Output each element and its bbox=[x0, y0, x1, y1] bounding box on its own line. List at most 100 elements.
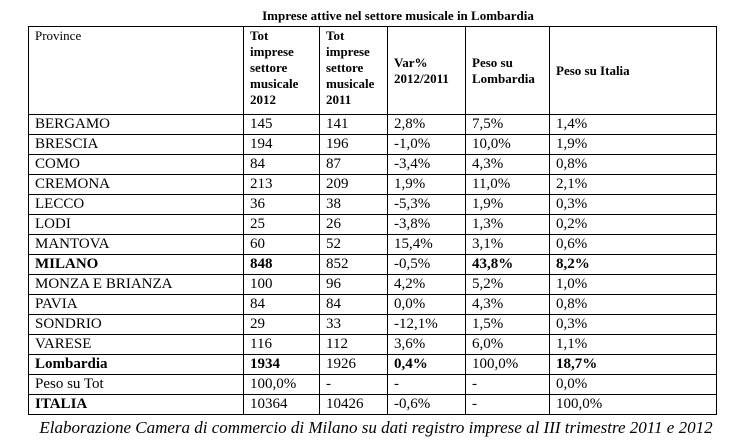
table-cell: - bbox=[387, 374, 466, 395]
table-cell: 209 bbox=[319, 174, 388, 195]
table-cell: 10,0% bbox=[465, 134, 550, 155]
table-cell: 36 bbox=[243, 194, 320, 215]
table-cell: 4,3% bbox=[465, 294, 550, 315]
table-cell: BERGAMO bbox=[28, 114, 244, 135]
table-row: ITALIA 10364 10426 -0,6% -100,0% bbox=[28, 394, 717, 415]
data-table: Province Tot imprese settore musicale 201… bbox=[28, 26, 717, 415]
table-cell: SONDRIO bbox=[28, 314, 244, 335]
table-cell: 1926 bbox=[319, 354, 388, 375]
table-cell: 43,8% bbox=[465, 254, 550, 275]
table-cell: 0,0% bbox=[549, 374, 717, 395]
table-cell: 84 bbox=[243, 294, 320, 315]
table-cell: - bbox=[465, 374, 550, 395]
table-cell: -3,4% bbox=[387, 154, 466, 175]
table-row: MILANO 848 852 -0,5% 43,8% 8,2% bbox=[28, 254, 717, 275]
table-cell: ITALIA bbox=[28, 394, 244, 415]
table-cell: 194 bbox=[243, 134, 320, 155]
table-row: BRESCIA 194 196 -1,0% 10,0% 1,9% bbox=[28, 134, 717, 155]
table-row: Peso su Tot 100,0% - - -0,0% bbox=[28, 374, 717, 395]
table-cell: 145 bbox=[243, 114, 320, 135]
table-cell: 100,0% bbox=[243, 374, 320, 395]
table-cell: 4,2% bbox=[387, 274, 466, 295]
table-cell: 2,1% bbox=[549, 174, 717, 195]
header-cell: Tot imprese settore musicale 2012 bbox=[243, 26, 320, 115]
table-cell: -12,1% bbox=[387, 314, 466, 335]
table-cell: - bbox=[465, 394, 550, 415]
table-cell: VARESE bbox=[28, 334, 244, 355]
table-cell: 100,0% bbox=[465, 354, 550, 375]
header-cell: Province bbox=[28, 26, 244, 115]
table-cell: 2,8% bbox=[387, 114, 466, 135]
table-cell: MILANO bbox=[28, 254, 244, 275]
table-cell: 1,9% bbox=[549, 134, 717, 155]
caption: Elaborazione Camera di commercio di Mila… bbox=[39, 418, 713, 437]
table-cell: 25 bbox=[243, 214, 320, 235]
table-cell: 0,4% bbox=[387, 354, 466, 375]
table-row: CREMONA 213 209 1,9% 11,0% 2,1% bbox=[28, 174, 717, 195]
table-cell: COMO bbox=[28, 154, 244, 175]
table-cell: Lombardia bbox=[28, 354, 244, 375]
table-row: Lombardia 1934 1926 0,4% 100,0% 18,7% bbox=[28, 354, 717, 375]
table-row: LECCO 36 38 -5,3% 1,9% 0,3% bbox=[28, 194, 717, 215]
table-cell: MANTOVA bbox=[28, 234, 244, 255]
table-cell: 1934 bbox=[243, 354, 320, 375]
table-cell: -0,6% bbox=[387, 394, 466, 415]
table-cell: 0,2% bbox=[549, 214, 717, 235]
table-cell: 4,3% bbox=[465, 154, 550, 175]
table-cell: 10364 bbox=[243, 394, 320, 415]
table-cell: PAVIA bbox=[28, 294, 244, 315]
table-row: SONDRIO 29 33 -12,1% 1,5% 0,3% bbox=[28, 314, 717, 335]
table-row: PAVIA 84 84 0,0% 4,3% 0,8% bbox=[28, 294, 717, 315]
table-row: MANTOVA 60 52 15,4% 3,1% 0,6% bbox=[28, 234, 717, 255]
table-cell: Peso su Tot bbox=[28, 374, 244, 395]
table-cell: LODI bbox=[28, 214, 244, 235]
table-cell: 10426 bbox=[319, 394, 388, 415]
table-cell: 6,0% bbox=[465, 334, 550, 355]
table-cell: 1,0% bbox=[549, 274, 717, 295]
table-cell: 0,3% bbox=[549, 194, 717, 215]
table-cell: LECCO bbox=[28, 194, 244, 215]
table-cell: 213 bbox=[243, 174, 320, 195]
table-row: COMO 84 87 -3,4% 4,3% 0,8% bbox=[28, 154, 717, 175]
table-cell: MONZA E BRIANZA bbox=[28, 274, 244, 295]
table-cell: -1,0% bbox=[387, 134, 466, 155]
table-cell: 5,2% bbox=[465, 274, 550, 295]
table-cell: 26 bbox=[319, 214, 388, 235]
table-cell: CREMONA bbox=[28, 174, 244, 195]
header-cell: Tot imprese settore musicale 2011 bbox=[319, 26, 388, 115]
table-cell: 3,1% bbox=[465, 234, 550, 255]
table-cell: 1,9% bbox=[465, 194, 550, 215]
table-cell: 848 bbox=[243, 254, 320, 275]
table-cell: -0,5% bbox=[387, 254, 466, 275]
table-cell: 100 bbox=[243, 274, 320, 295]
table-cell: 18,7% bbox=[549, 354, 717, 375]
table-cell: 7,5% bbox=[465, 114, 550, 135]
table-cell: 112 bbox=[319, 334, 388, 355]
table-cell: 60 bbox=[243, 234, 320, 255]
table-cell: 1,3% bbox=[465, 214, 550, 235]
table-cell: 38 bbox=[319, 194, 388, 215]
table-cell: 1,5% bbox=[465, 314, 550, 335]
table-row: VARESE 116 112 3,6% 6,0% 1,1% bbox=[28, 334, 717, 355]
table-cell: 852 bbox=[319, 254, 388, 275]
table-row: BERGAMO 145 141 2,8% 7,5% 1,4% bbox=[28, 114, 717, 135]
table-cell: BRESCIA bbox=[28, 134, 244, 155]
table-cell: 52 bbox=[319, 234, 388, 255]
table-cell: -5,3% bbox=[387, 194, 466, 215]
table-cell: 196 bbox=[319, 134, 388, 155]
table-cell: 1,9% bbox=[387, 174, 466, 195]
header-row: Province Tot imprese settore musicale 201… bbox=[28, 26, 717, 115]
table-title: Imprese attive nel settore musicale in L… bbox=[262, 8, 534, 23]
table-row: MONZA E BRIANZA 100 96 4,2% 5,2% 1,0% bbox=[28, 274, 717, 295]
header-cell: Peso su Italia bbox=[549, 26, 717, 115]
table-row: LODI 25 26 -3,8% 1,3% 0,2% bbox=[28, 214, 717, 235]
table-cell: 96 bbox=[319, 274, 388, 295]
table-cell: 0,8% bbox=[549, 154, 717, 175]
table-cell: 11,0% bbox=[465, 174, 550, 195]
table-cell: 1,1% bbox=[549, 334, 717, 355]
table-cell: 87 bbox=[319, 154, 388, 175]
table-cell: 0,3% bbox=[549, 314, 717, 335]
table-cell: 0,6% bbox=[549, 234, 717, 255]
table-cell: 8,2% bbox=[549, 254, 717, 275]
